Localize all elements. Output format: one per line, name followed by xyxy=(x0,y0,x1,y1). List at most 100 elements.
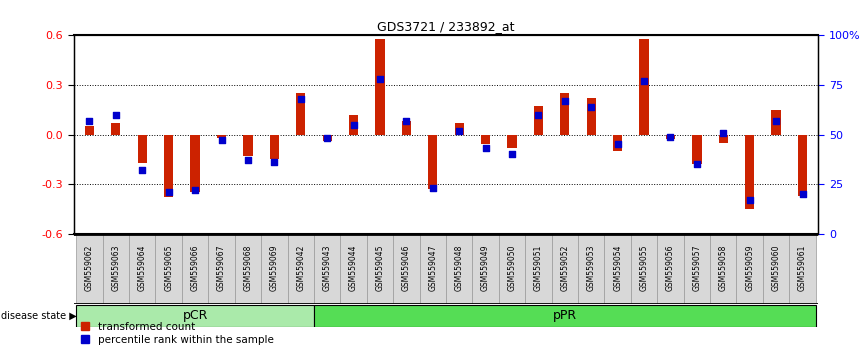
Text: GSM559050: GSM559050 xyxy=(507,244,516,291)
Text: GSM559052: GSM559052 xyxy=(560,244,569,291)
Point xyxy=(109,112,123,118)
Bar xyxy=(428,135,437,189)
Bar xyxy=(719,135,728,143)
FancyBboxPatch shape xyxy=(340,234,367,304)
Text: disease state ▶: disease state ▶ xyxy=(1,311,76,321)
FancyBboxPatch shape xyxy=(552,234,578,304)
Text: GSM559060: GSM559060 xyxy=(772,244,780,291)
Text: GSM559064: GSM559064 xyxy=(138,244,146,291)
Bar xyxy=(85,126,94,135)
Point xyxy=(452,128,466,133)
FancyBboxPatch shape xyxy=(314,305,816,327)
Text: pCR: pCR xyxy=(183,309,208,322)
FancyBboxPatch shape xyxy=(657,234,683,304)
Point xyxy=(637,78,651,84)
Text: GSM559054: GSM559054 xyxy=(613,244,622,291)
FancyBboxPatch shape xyxy=(262,234,288,304)
Point xyxy=(346,122,360,127)
Point xyxy=(82,118,96,124)
FancyBboxPatch shape xyxy=(789,234,816,304)
FancyBboxPatch shape xyxy=(499,234,525,304)
FancyBboxPatch shape xyxy=(103,234,129,304)
FancyBboxPatch shape xyxy=(235,234,262,304)
Text: GSM559062: GSM559062 xyxy=(85,244,94,291)
Point xyxy=(796,191,810,197)
Point xyxy=(585,104,598,110)
FancyBboxPatch shape xyxy=(578,234,604,304)
Bar xyxy=(692,135,701,164)
Text: GSM559057: GSM559057 xyxy=(693,244,701,291)
FancyBboxPatch shape xyxy=(182,234,209,304)
Point xyxy=(479,145,493,151)
Text: GSM559043: GSM559043 xyxy=(323,244,332,291)
Bar xyxy=(322,135,332,141)
Text: GSM559045: GSM559045 xyxy=(376,244,385,291)
Text: GSM559048: GSM559048 xyxy=(455,244,463,291)
Bar xyxy=(613,135,623,151)
Text: GSM559047: GSM559047 xyxy=(429,244,437,291)
Point xyxy=(268,159,281,165)
Bar xyxy=(586,98,596,135)
FancyBboxPatch shape xyxy=(420,234,446,304)
FancyBboxPatch shape xyxy=(683,234,710,304)
Text: pPR: pPR xyxy=(553,309,577,322)
Point xyxy=(320,136,334,141)
Bar xyxy=(296,93,306,135)
Bar xyxy=(138,135,147,162)
FancyBboxPatch shape xyxy=(736,234,763,304)
Text: GSM559066: GSM559066 xyxy=(191,244,199,291)
Text: GSM559067: GSM559067 xyxy=(217,244,226,291)
FancyBboxPatch shape xyxy=(288,234,314,304)
Point xyxy=(690,161,704,167)
Point xyxy=(241,158,255,163)
Point xyxy=(162,189,176,195)
Point xyxy=(558,98,572,104)
Point xyxy=(505,152,519,157)
Text: GSM559069: GSM559069 xyxy=(270,244,279,291)
Bar xyxy=(481,135,490,144)
Text: GSM559061: GSM559061 xyxy=(798,244,807,291)
FancyBboxPatch shape xyxy=(710,234,736,304)
FancyBboxPatch shape xyxy=(630,234,657,304)
Bar xyxy=(375,39,385,135)
Text: GSM559055: GSM559055 xyxy=(640,244,649,291)
FancyBboxPatch shape xyxy=(129,234,156,304)
Text: GSM559051: GSM559051 xyxy=(534,244,543,291)
Point xyxy=(743,197,757,203)
FancyBboxPatch shape xyxy=(76,305,314,327)
Text: GSM559044: GSM559044 xyxy=(349,244,358,291)
Bar xyxy=(639,39,649,135)
Point xyxy=(215,138,229,143)
Text: GSM559059: GSM559059 xyxy=(746,244,754,291)
Point xyxy=(188,187,202,193)
Text: GSM559063: GSM559063 xyxy=(112,244,120,291)
FancyBboxPatch shape xyxy=(446,234,472,304)
FancyBboxPatch shape xyxy=(393,234,420,304)
Bar xyxy=(191,135,200,192)
Bar xyxy=(269,135,279,159)
Text: GSM559065: GSM559065 xyxy=(165,244,173,291)
Bar xyxy=(507,135,517,148)
Point xyxy=(426,185,440,191)
Bar xyxy=(745,135,754,209)
FancyBboxPatch shape xyxy=(314,234,340,304)
FancyBboxPatch shape xyxy=(472,234,499,304)
Text: GSM559058: GSM559058 xyxy=(719,244,727,291)
Text: GSM559046: GSM559046 xyxy=(402,244,410,291)
Bar xyxy=(772,110,781,135)
Text: GSM559056: GSM559056 xyxy=(666,244,675,291)
FancyBboxPatch shape xyxy=(763,234,789,304)
Point xyxy=(532,112,546,118)
FancyBboxPatch shape xyxy=(604,234,630,304)
Bar xyxy=(216,135,226,138)
FancyBboxPatch shape xyxy=(525,234,552,304)
Bar xyxy=(402,121,411,135)
FancyBboxPatch shape xyxy=(367,234,393,304)
Bar xyxy=(560,93,570,135)
FancyBboxPatch shape xyxy=(156,234,182,304)
Bar xyxy=(243,135,253,156)
Point xyxy=(399,118,413,124)
FancyBboxPatch shape xyxy=(76,234,103,304)
Point xyxy=(611,142,624,147)
FancyBboxPatch shape xyxy=(209,234,235,304)
